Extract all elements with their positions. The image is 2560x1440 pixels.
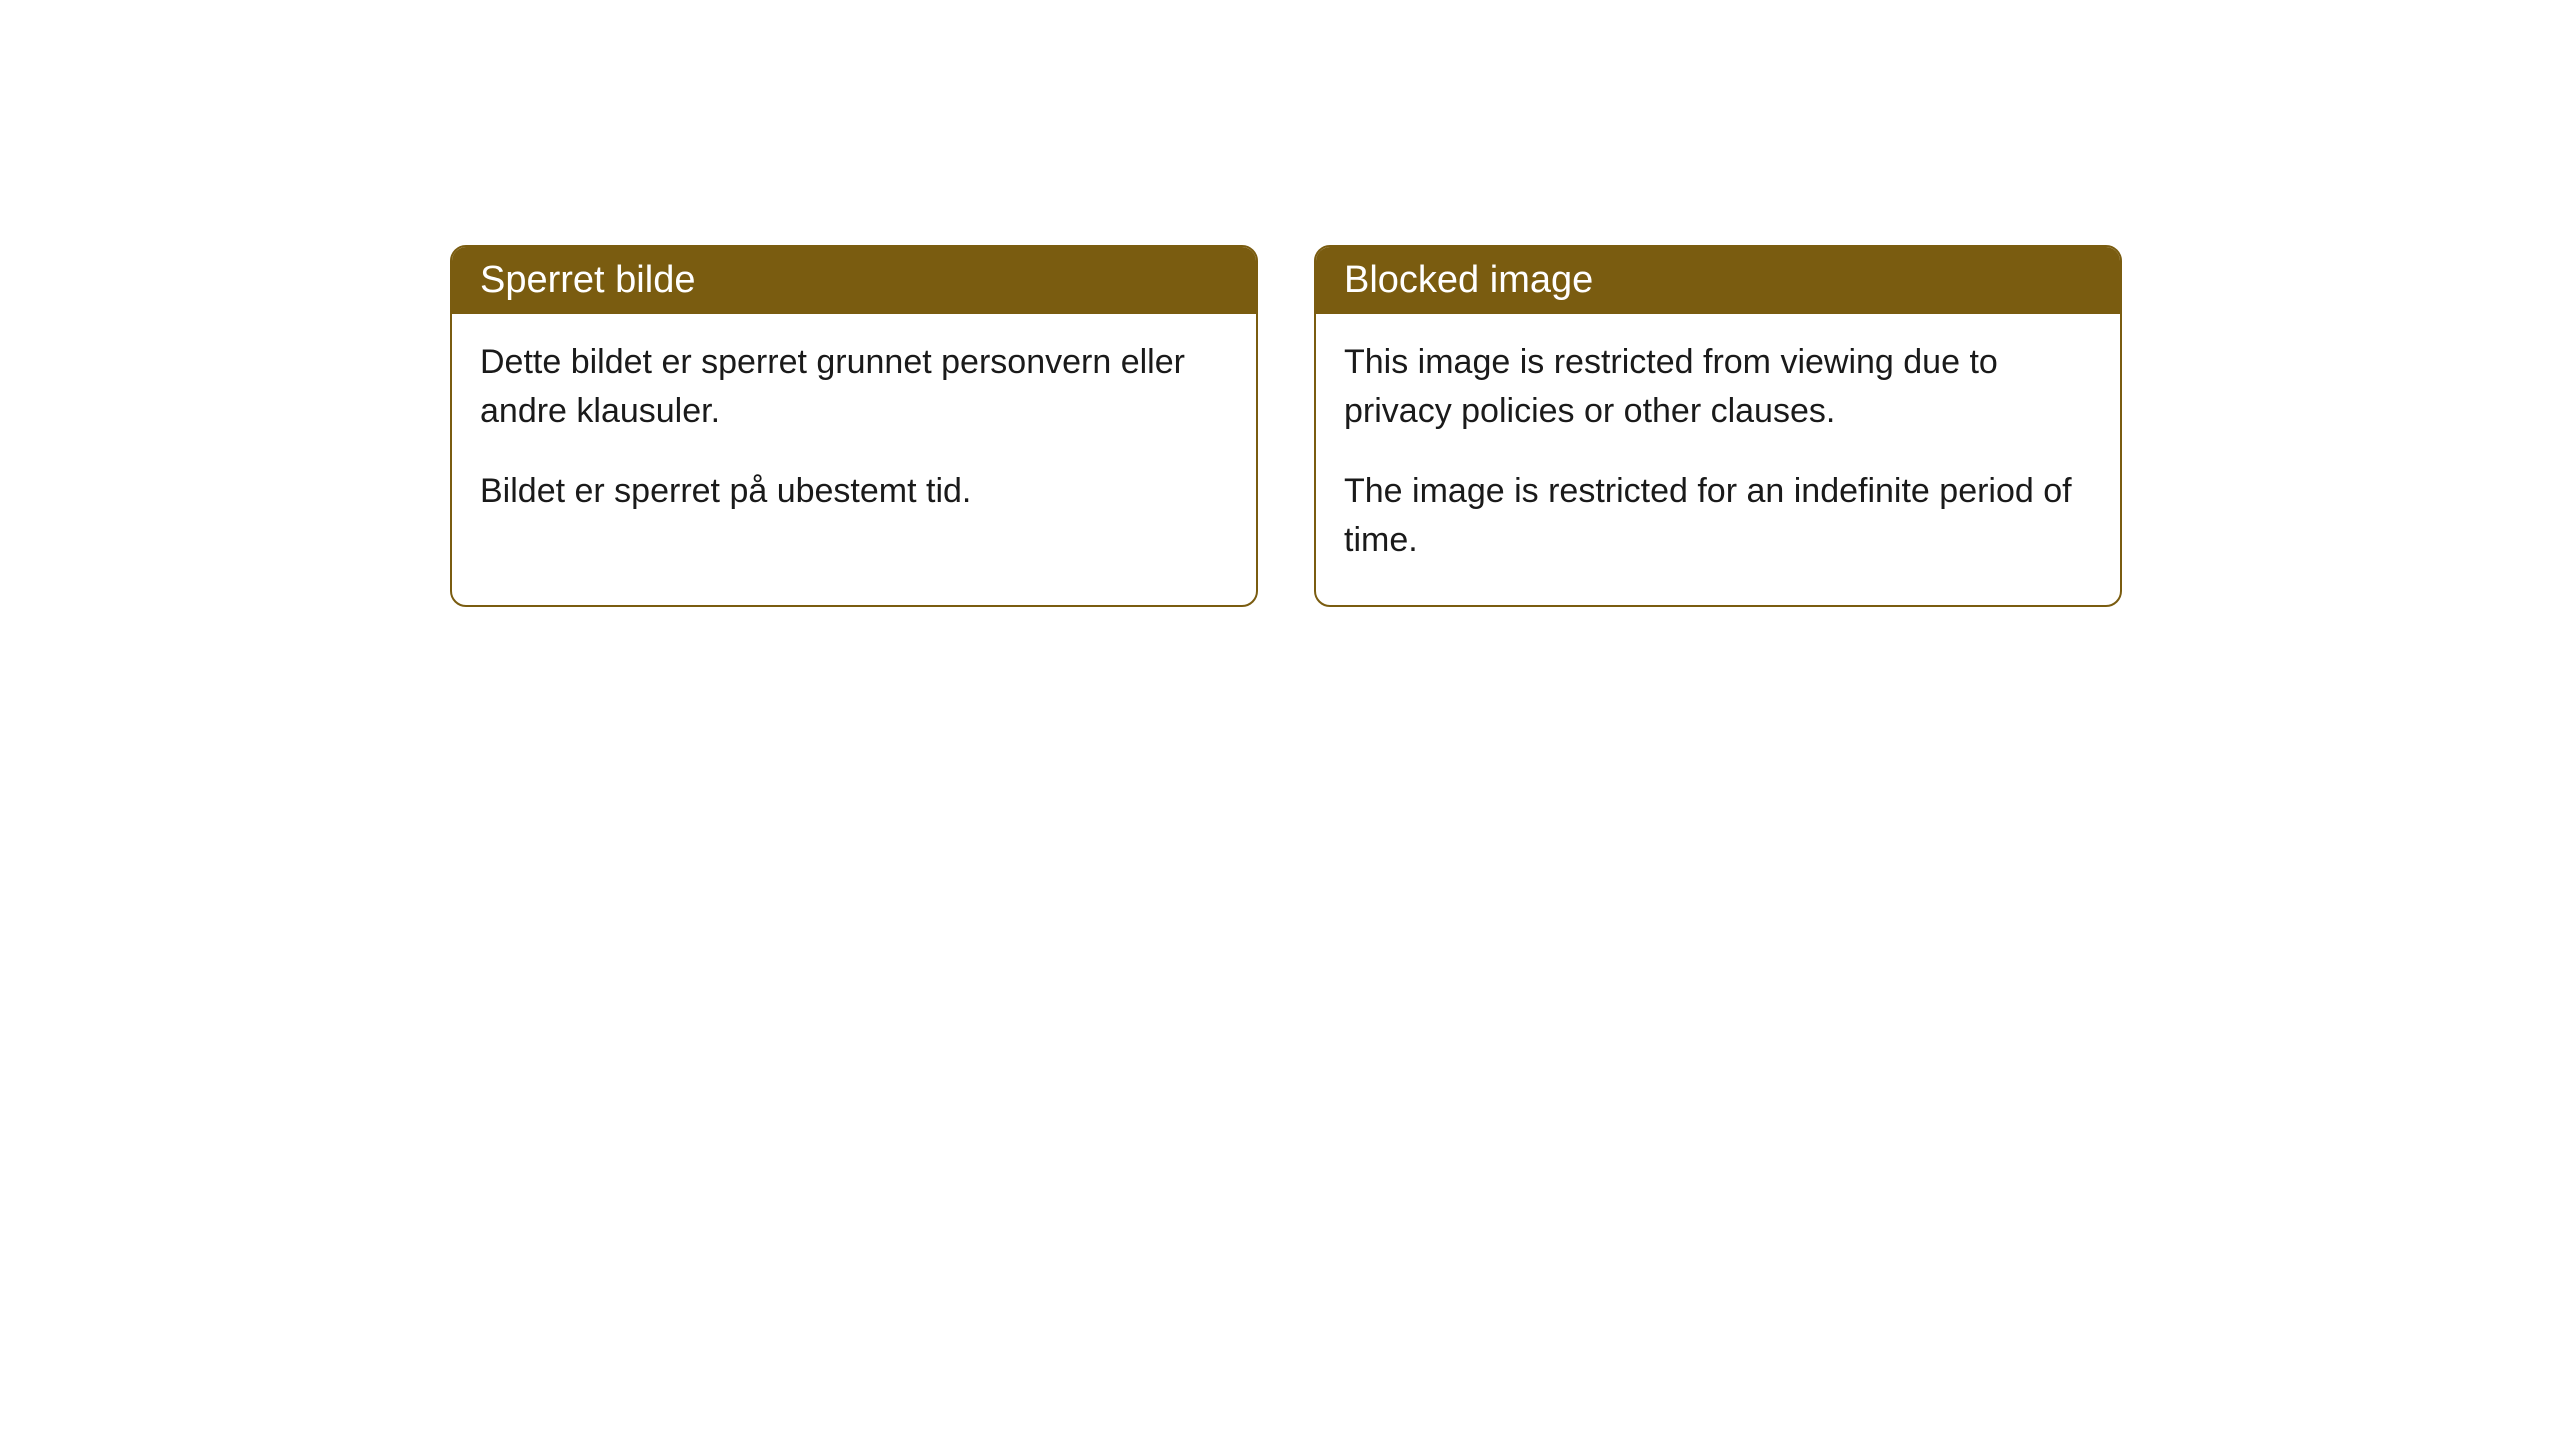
notice-container: Sperret bilde Dette bildet er sperret gr… — [450, 245, 2122, 607]
card-paragraph: Bildet er sperret på ubestemt tid. — [480, 467, 1228, 516]
card-body: This image is restricted from viewing du… — [1316, 314, 2120, 605]
card-paragraph: Dette bildet er sperret grunnet personve… — [480, 338, 1228, 437]
notice-card-norwegian: Sperret bilde Dette bildet er sperret gr… — [450, 245, 1258, 607]
card-title: Sperret bilde — [480, 259, 695, 301]
card-body: Dette bildet er sperret grunnet personve… — [452, 314, 1256, 556]
card-paragraph: The image is restricted for an indefinit… — [1344, 467, 2092, 566]
card-header: Sperret bilde — [452, 247, 1256, 314]
card-paragraph: This image is restricted from viewing du… — [1344, 338, 2092, 437]
card-title: Blocked image — [1344, 259, 1593, 301]
notice-card-english: Blocked image This image is restricted f… — [1314, 245, 2122, 607]
card-header: Blocked image — [1316, 247, 2120, 314]
